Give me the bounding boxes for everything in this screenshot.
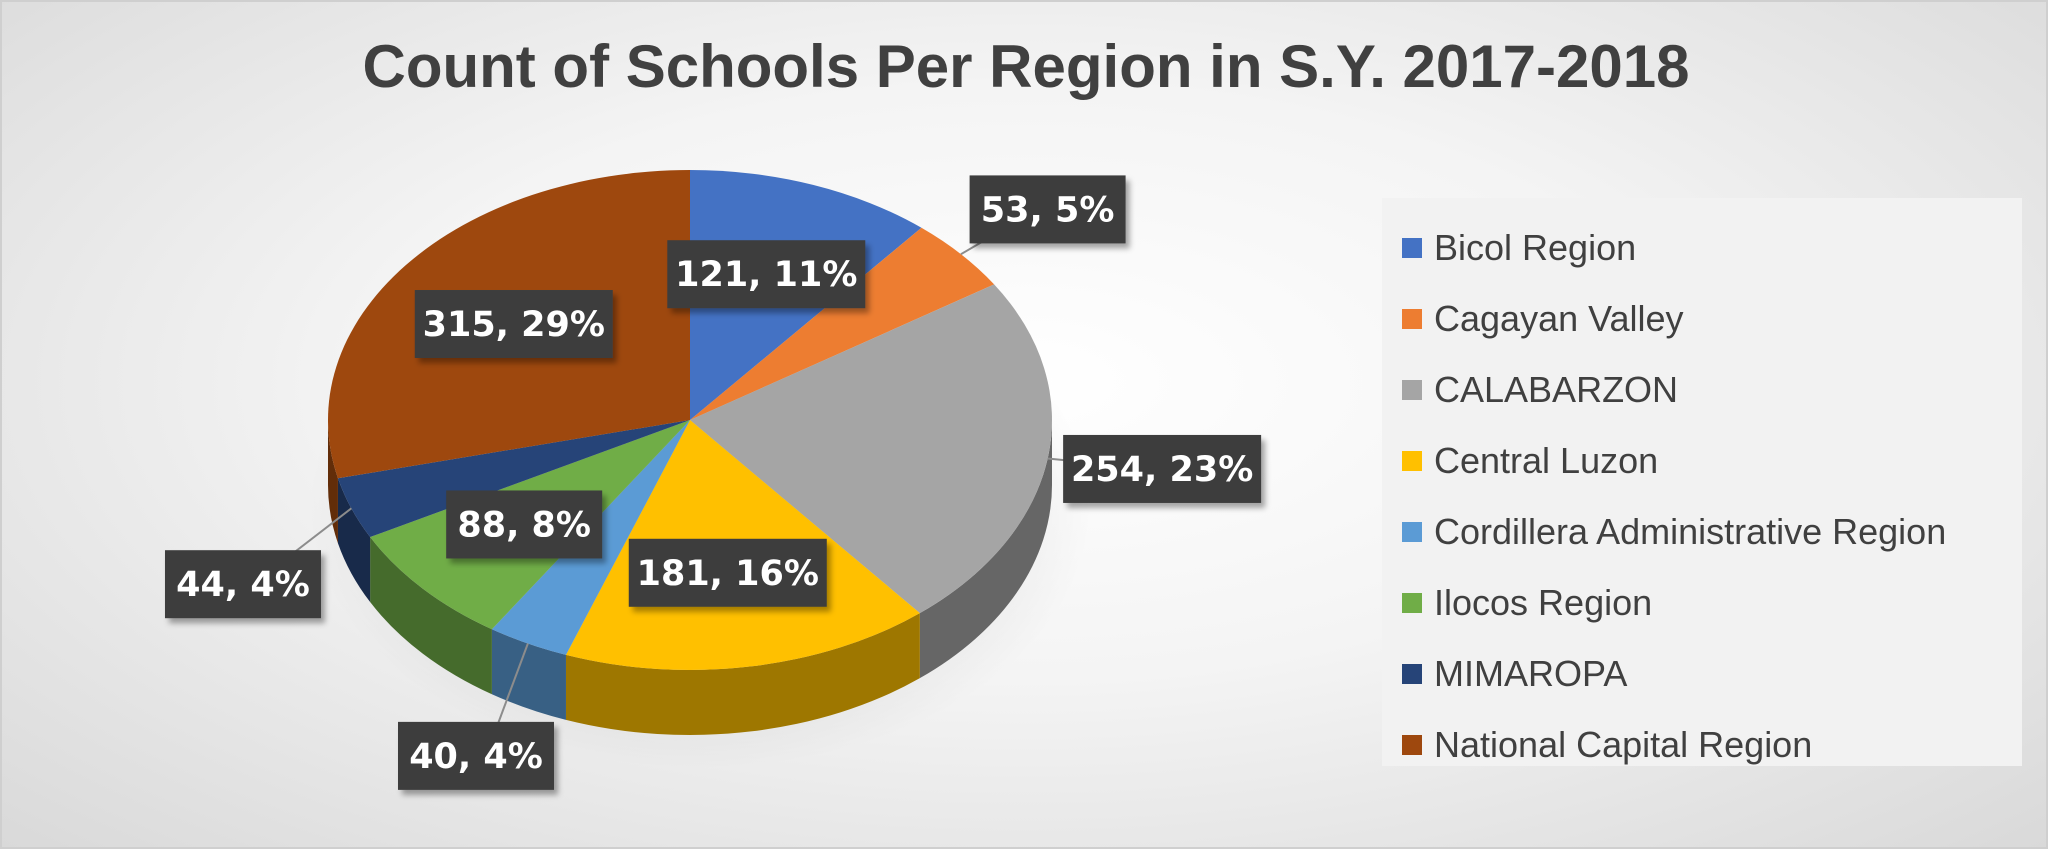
legend-swatch xyxy=(1402,379,1422,400)
data-label-text: 254, 23% xyxy=(1071,450,1253,490)
data-label-mimaropa: 44, 4% xyxy=(164,550,321,619)
data-label-national-capital-region: 315, 29% xyxy=(414,290,613,359)
legend-swatch xyxy=(1402,308,1422,329)
data-label-calabarzon: 254, 23% xyxy=(1063,434,1262,503)
legend-swatch xyxy=(1402,734,1422,755)
legend-label: Central Luzon xyxy=(1434,439,1659,481)
data-label-text: 40, 4% xyxy=(409,737,543,777)
pie-slice-side-ilocos-region xyxy=(370,537,492,695)
legend-item-mimaropa: MIMAROPA xyxy=(1382,638,2022,709)
data-label-text: 53, 5% xyxy=(981,190,1115,230)
data-label-box xyxy=(1063,434,1262,503)
data-label-box xyxy=(628,538,827,607)
data-label-ilocos-region: 88, 8% xyxy=(446,490,603,559)
data-label-central-luzon: 181, 16% xyxy=(628,538,827,607)
legend-item-cordillera-administrative-region: Cordillera Administrative Region xyxy=(1382,496,2022,567)
chart-legend: Bicol Region Cagayan Valley CALABARZON Cent… xyxy=(1382,198,2022,766)
pie-slice-mimaropa xyxy=(337,420,690,538)
legend-item-calabarzon: CALABARZON xyxy=(1382,354,2022,425)
data-label-cordillera-administrative-region: 40, 4% xyxy=(397,721,554,790)
data-label-text: 315, 29% xyxy=(423,305,605,345)
legend-item-national-capital-region: National Capital Region xyxy=(1382,709,2022,780)
data-label-bicol-region: 121, 11% xyxy=(667,240,866,309)
data-label-box xyxy=(969,175,1126,244)
pie-slice-cagayan-valley xyxy=(690,227,995,420)
legend-item-ilocos-region: Ilocos Region xyxy=(1382,567,2022,638)
data-label-text: 121, 11% xyxy=(675,255,857,295)
data-label-text: 88, 8% xyxy=(457,505,591,545)
pie-slice-side-mimaropa xyxy=(337,478,371,603)
pie-slice-side-central-luzon xyxy=(565,613,920,735)
data-label-box xyxy=(164,550,321,619)
legend-swatch xyxy=(1402,592,1422,613)
data-label-text: 44, 4% xyxy=(176,565,310,605)
pie-slice-side-national-capital-region xyxy=(328,420,338,544)
legend-label: CALABARZON xyxy=(1434,368,1679,410)
legend-swatch xyxy=(1402,237,1422,258)
legend-item-cagayan-valley: Cagayan Valley xyxy=(1382,283,2022,354)
data-label-cagayan-valley: 53, 5% xyxy=(969,175,1126,244)
legend-label: National Capital Region xyxy=(1434,723,1813,765)
legend-label: Ilocos Region xyxy=(1434,581,1653,623)
data-label-text: 181, 16% xyxy=(637,554,819,594)
legend-swatch xyxy=(1402,521,1422,542)
legend-label: MIMAROPA xyxy=(1434,652,1628,694)
data-label-box xyxy=(446,490,603,559)
legend-swatch xyxy=(1402,450,1422,471)
legend-label: Cordillera Administrative Region xyxy=(1434,510,1947,552)
legend-item-bicol-region: Bicol Region xyxy=(1382,212,2022,283)
pie-slice-side-cordillera-administrative-region xyxy=(491,629,566,720)
pie-slice-calabarzon xyxy=(690,284,1053,614)
data-label-box xyxy=(397,721,554,790)
legend-swatch xyxy=(1402,663,1422,684)
data-label-box xyxy=(414,290,613,359)
chart-title: Count of Schools Per Region in S.Y. 2017… xyxy=(362,33,1690,100)
data-label-box xyxy=(667,240,866,309)
legend-label: Cagayan Valley xyxy=(1434,297,1684,339)
legend-label: Bicol Region xyxy=(1434,226,1637,268)
pie-slice-side-calabarzon xyxy=(919,420,1053,679)
legend-item-central-luzon: Central Luzon xyxy=(1382,425,2022,496)
